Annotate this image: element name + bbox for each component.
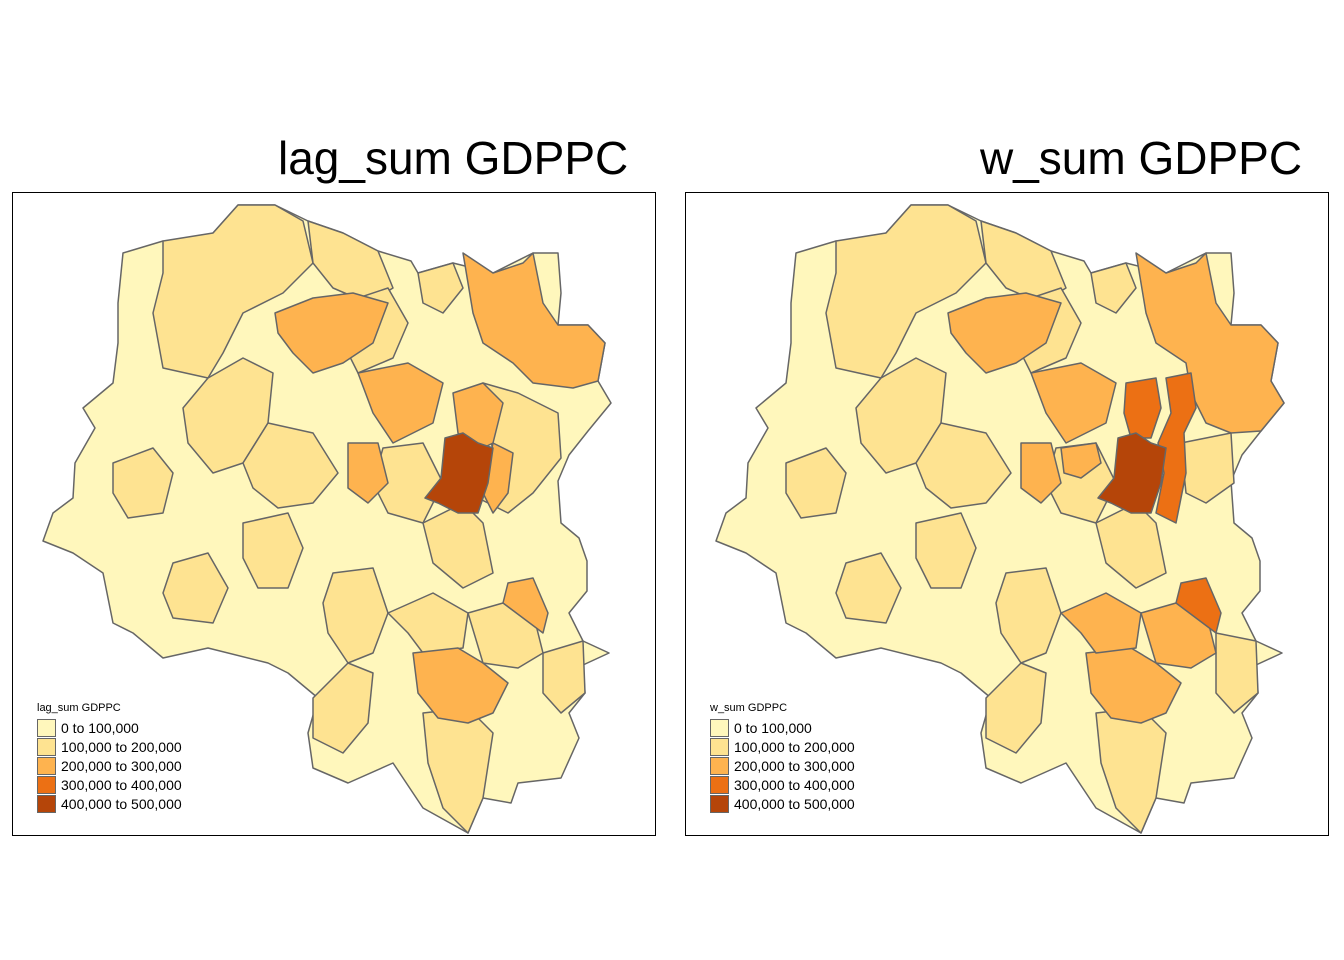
region: [502, 577, 549, 634]
region: [542, 640, 586, 714]
region: [242, 512, 304, 589]
region: [357, 362, 444, 444]
region: [312, 662, 374, 754]
legend-item: 100,000 to 200,000: [37, 737, 182, 756]
region: [835, 552, 902, 624]
region: [1123, 377, 1162, 439]
region: [1020, 442, 1062, 504]
region: [1180, 432, 1235, 504]
legend-item: 200,000 to 300,000: [710, 756, 855, 775]
legend-swatch: [710, 756, 729, 775]
region: [322, 567, 389, 664]
region-highest: [424, 432, 494, 514]
region: [1060, 592, 1142, 654]
legend-label: 400,000 to 500,000: [61, 795, 182, 812]
map-title-w-sum: w_sum GDPPC: [980, 132, 1303, 184]
region: [152, 204, 314, 379]
region: [112, 447, 174, 519]
legend-item: 0 to 100,000: [37, 718, 182, 737]
region: [417, 262, 464, 314]
legend-label: 400,000 to 500,000: [734, 795, 855, 812]
legend-title: lag_sum GDPPC: [37, 702, 121, 714]
legend-label: 300,000 to 400,000: [61, 776, 182, 793]
legend-label: 200,000 to 300,000: [61, 757, 182, 774]
legend-item: 100,000 to 200,000: [710, 737, 855, 756]
region: [242, 422, 339, 509]
legend-item: 400,000 to 500,000: [37, 794, 182, 813]
region: [387, 592, 469, 654]
legend-item: 300,000 to 400,000: [710, 775, 855, 794]
map-frame-lag-sum: lag_sum GDPPC 0 to 100,000 100,000 to 20…: [12, 192, 656, 836]
choropleth-w-sum: [715, 204, 1285, 834]
legend-swatch: [37, 756, 56, 775]
region: [1135, 252, 1285, 434]
legend-item: 200,000 to 300,000: [37, 756, 182, 775]
region: [162, 552, 229, 624]
region: [1215, 632, 1259, 714]
region-highest: [1097, 432, 1167, 514]
region: [1175, 577, 1222, 634]
region: [825, 204, 987, 379]
legend-item: 300,000 to 400,000: [37, 775, 182, 794]
region: [995, 567, 1062, 664]
choropleth-lag-sum: [42, 204, 612, 834]
legend-swatch: [37, 737, 56, 756]
region: [985, 662, 1047, 754]
legend-lag-sum: lag_sum GDPPC 0 to 100,000 100,000 to 20…: [37, 702, 182, 813]
legend-label: 100,000 to 200,000: [734, 738, 855, 755]
region: [1030, 362, 1117, 444]
region: [785, 447, 847, 519]
region: [1060, 442, 1102, 479]
legend-label: 300,000 to 400,000: [734, 776, 855, 793]
legend-swatch: [37, 775, 56, 794]
legend-swatch: [37, 794, 56, 813]
legend-item: 0 to 100,000: [710, 718, 855, 737]
region: [412, 647, 509, 724]
legend-label: 100,000 to 200,000: [61, 738, 182, 755]
legend-w-sum: w_sum GDPPC 0 to 100,000 100,000 to 200,…: [710, 702, 855, 813]
region: [274, 292, 389, 374]
legend-swatch: [710, 718, 729, 737]
region: [947, 292, 1062, 374]
legend-label: 0 to 100,000: [734, 719, 812, 736]
legend-swatch: [710, 737, 729, 756]
map-title-lag-sum: lag_sum GDPPC: [278, 132, 629, 184]
region: [1085, 647, 1182, 724]
legend-label: 0 to 100,000: [61, 719, 139, 736]
region: [462, 252, 606, 389]
legend-title: w_sum GDPPC: [710, 702, 788, 714]
legend-label: 200,000 to 300,000: [734, 757, 855, 774]
legend-swatch: [710, 775, 729, 794]
region: [915, 512, 977, 589]
map-frame-w-sum: w_sum GDPPC 0 to 100,000 100,000 to 200,…: [685, 192, 1329, 836]
legend-swatch: [710, 794, 729, 813]
region: [915, 422, 1012, 509]
region: [1090, 262, 1137, 314]
region: [1155, 372, 1197, 524]
legend-item: 400,000 to 500,000: [710, 794, 855, 813]
region: [347, 442, 389, 504]
legend-swatch: [37, 718, 56, 737]
